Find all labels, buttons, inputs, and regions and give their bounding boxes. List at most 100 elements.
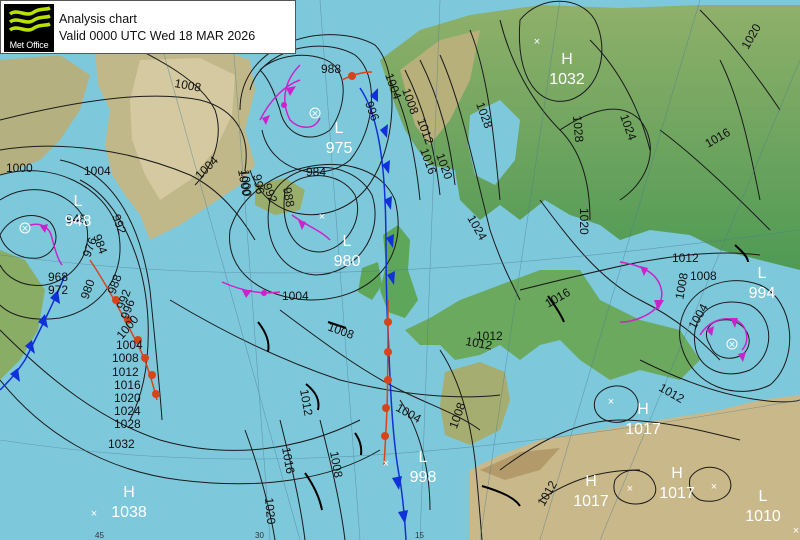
canada-landmass (0, 55, 90, 175)
svg-text:L: L (759, 488, 768, 505)
isobar-label: 988 (280, 186, 297, 208)
svg-text:×: × (729, 339, 735, 351)
svg-text:1032: 1032 (549, 71, 585, 88)
svg-text:L: L (335, 120, 344, 137)
isobar-label: 1004 (282, 289, 309, 303)
labrador-landmass (0, 250, 45, 380)
svg-text:H: H (671, 465, 683, 482)
isobar-label: 976 (80, 235, 100, 259)
wave-logo-icon (8, 6, 51, 32)
svg-text:H: H (123, 484, 135, 501)
isobar-label: 1008 (672, 271, 690, 300)
isobar-label: 1000 (6, 161, 33, 175)
isobar-label: 1008 (112, 351, 139, 365)
isobar-label: 1016 (279, 446, 297, 475)
svg-text:×: × (534, 36, 540, 48)
chart-title-text: Analysis chart (59, 12, 137, 26)
isobar-label: 984 (90, 232, 110, 256)
svg-text:975: 975 (326, 140, 353, 157)
isobar-label: 988 (321, 62, 341, 76)
occluded-fronts (29, 64, 748, 362)
svg-text:×: × (91, 508, 97, 520)
isobar-label: 948 (66, 212, 86, 226)
isobar-label: 996 (362, 99, 382, 123)
svg-text:×: × (319, 211, 325, 223)
scandinavia-mountains (400, 30, 480, 145)
logo-text: Met Office (9, 40, 49, 50)
high-centre-atlantic: × H 1038 (91, 484, 147, 521)
atlas-mountains (480, 448, 560, 480)
isobar-label: 996 (118, 297, 138, 321)
isobar-label: 1008 (173, 76, 202, 94)
isobar-label: 996 (250, 173, 267, 195)
svg-text:×: × (22, 223, 28, 235)
svg-text:×: × (383, 458, 389, 470)
svg-text:L: L (758, 265, 767, 282)
isobar-label: 1012 (112, 365, 139, 379)
isobar-label: 988 (105, 272, 125, 296)
isobar-label: 1032 (108, 437, 135, 451)
pressure-centres: × H 1032 × L 975 × L 948 × L 980 × L 994 (19, 36, 799, 537)
africa-landmass (470, 395, 800, 540)
svg-text:994: 994 (749, 285, 776, 302)
svg-text:×: × (711, 481, 717, 493)
isobar-label: 1000 (235, 168, 253, 197)
isobar-label: 1004 (84, 164, 111, 178)
isobar-label: 1028 (114, 417, 141, 431)
isobar-label: 1008 (327, 450, 345, 479)
svg-text:L: L (419, 449, 428, 466)
greenland-interior (130, 58, 235, 200)
high-centre-mediterranean: × H 1017 (608, 396, 661, 438)
valid-time: Valid 0000 UTC Wed 18 MAR 2026 (59, 29, 256, 43)
low-centre-labrador: × L 948 (19, 193, 91, 235)
svg-text:×: × (793, 525, 799, 537)
isobar-label: 1012 (297, 388, 315, 417)
scandinavia-landmass (380, 5, 800, 270)
graticule-label-30: 30 (255, 531, 264, 540)
isobar-label: 984 (306, 165, 326, 179)
isobar-label: 992 (260, 181, 280, 205)
isobar-label: 1012 (672, 251, 699, 265)
low-centre-iceland-north: × L 975 (309, 107, 353, 157)
svg-text:1017: 1017 (625, 421, 661, 438)
svg-text:1017: 1017 (573, 493, 609, 510)
high-centre-africa-east: × H 1017 (659, 465, 717, 502)
svg-text:×: × (312, 108, 318, 120)
svg-text:L: L (343, 233, 352, 250)
isobar-label: 1008 (690, 269, 717, 283)
isobar-label: 1016 (114, 378, 141, 392)
isobar-label: 1000 (238, 169, 254, 197)
svg-text:×: × (627, 483, 633, 495)
met-office-logo: Met Office (4, 4, 54, 52)
britain-landmass (380, 225, 418, 318)
troughs (257, 244, 749, 511)
svg-text:H: H (637, 401, 649, 418)
iceland-landmass (255, 178, 305, 215)
chart-title: Analysis chart Valid 0000 UTC Wed 18 MAR… (59, 11, 255, 45)
svg-text:L: L (74, 193, 83, 210)
low-centre-africa-east: × L 1010 (745, 488, 799, 537)
isobar-label: 1028 (570, 115, 586, 143)
svg-text:1017: 1017 (659, 485, 695, 502)
graticule-label-45: 45 (95, 531, 104, 540)
high-centre-scandinavia: × H 1032 (534, 36, 585, 88)
isobar-label: 1012 (476, 329, 503, 343)
black-sea (600, 255, 665, 310)
svg-text:1010: 1010 (745, 508, 781, 525)
svg-text:998: 998 (410, 469, 437, 486)
svg-text:1038: 1038 (111, 504, 147, 521)
isobar-label: 968 (48, 270, 68, 284)
isobar-label: 1012 (464, 334, 493, 352)
warm-fronts (89, 71, 392, 466)
low-centre-iceland-south: × L 980 (319, 211, 361, 270)
high-centre-africa-west: × H 1017 (573, 473, 633, 510)
europe-landmass (405, 270, 700, 380)
isobar-label: 1024 (114, 404, 141, 418)
chart-header: Met Office Analysis chart Valid 0000 UTC… (0, 0, 296, 54)
isobar-label: 1004 (116, 338, 143, 352)
isobar-label: 992 (109, 212, 129, 236)
isobar-label: 972 (48, 283, 68, 297)
